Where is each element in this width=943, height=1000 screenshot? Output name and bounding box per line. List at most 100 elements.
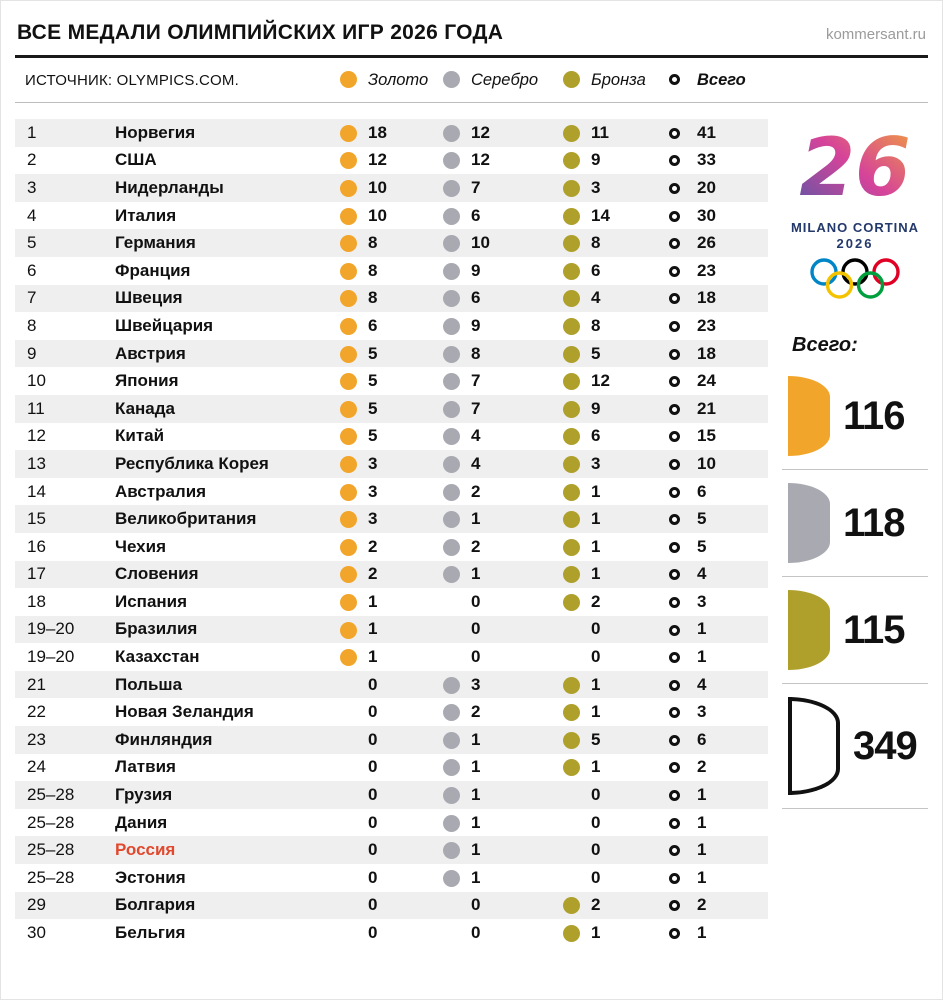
bronze-medal-icon xyxy=(563,288,591,308)
bronze-medal-icon xyxy=(563,923,591,943)
bronze-count: 8 xyxy=(591,233,601,253)
gold-count: 5 xyxy=(368,426,378,446)
rank-cell: 2 xyxy=(27,150,37,170)
total-count: 33 xyxy=(697,150,716,170)
gold-medal-icon xyxy=(340,123,368,143)
silver-medal-icon xyxy=(443,316,471,336)
table-row: 21 Польша 0 3 1 4 xyxy=(15,670,768,699)
rank-cell: 17 xyxy=(27,564,46,584)
bronze-count: 12 xyxy=(591,371,610,391)
total-ring-icon xyxy=(669,840,697,860)
total-legend-icon xyxy=(669,71,697,89)
gold-count: 8 xyxy=(368,260,378,280)
gold-medal-icon xyxy=(340,178,368,198)
totals-title: Всего: xyxy=(792,334,858,356)
rank-cell: 13 xyxy=(27,453,46,473)
rank-cell: 25–28 xyxy=(27,812,75,832)
country-cell: Австралия xyxy=(115,481,207,501)
table-row: 7 Швеция 8 6 4 18 xyxy=(15,284,768,313)
rank-cell: 5 xyxy=(27,233,37,253)
silver-count: 1 xyxy=(471,757,481,777)
table-row: 3 Нидерланды 10 7 3 20 xyxy=(15,174,768,202)
silver-medal-icon xyxy=(443,785,471,805)
rank-cell: 9 xyxy=(27,343,37,363)
bronze-count: 9 xyxy=(591,398,601,418)
total-count: 41 xyxy=(697,122,716,142)
bronze-count: 0 xyxy=(591,647,601,667)
table-row: 8 Швейцария 6 9 8 23 xyxy=(15,312,768,340)
gold-count: 10 xyxy=(368,177,387,197)
silver-count: 1 xyxy=(471,867,481,887)
bronze-count: 0 xyxy=(591,840,601,860)
silver-count: 7 xyxy=(471,371,481,391)
total-count: 6 xyxy=(697,729,707,749)
bronze-count: 0 xyxy=(591,619,601,639)
gold-half-icon xyxy=(788,376,830,456)
country-cell: Новая Зеландия xyxy=(115,702,254,722)
bronze-medal-icon xyxy=(563,702,591,722)
country-cell: Россия xyxy=(115,840,176,860)
bronze-count: 1 xyxy=(591,536,601,556)
grand-total-value: 349 xyxy=(853,723,918,768)
silver-medal-icon xyxy=(443,206,471,226)
total-ring-icon xyxy=(669,482,697,502)
rank-cell: 14 xyxy=(27,481,46,501)
total-ring-icon xyxy=(669,399,697,419)
silver-count: 2 xyxy=(471,702,481,722)
total-count: 1 xyxy=(697,840,707,860)
bronze-medal-icon xyxy=(563,509,591,529)
grand-total-block: 349 xyxy=(782,684,928,809)
svg-text:26: 26 xyxy=(799,121,910,213)
silver-count: 0 xyxy=(471,895,481,915)
table-row: 19–20 Казахстан 1 0 0 1 xyxy=(15,643,768,671)
table-row: 25–28 Россия 0 1 0 1 xyxy=(15,836,768,865)
total-count: 23 xyxy=(697,260,716,280)
silver-count: 7 xyxy=(471,398,481,418)
legend-divider xyxy=(15,102,928,103)
country-cell: Великобритания xyxy=(115,509,257,529)
total-ring-icon xyxy=(669,150,697,170)
rank-cell: 23 xyxy=(27,729,46,749)
silver-count: 1 xyxy=(471,785,481,805)
gold-medal-icon xyxy=(340,399,368,419)
country-cell: Латвия xyxy=(115,757,176,777)
olympic-rings-icon xyxy=(810,258,900,299)
total-ring-icon xyxy=(669,675,697,695)
silver-medal-icon xyxy=(443,233,471,253)
bronze-total-value: 115 xyxy=(843,607,906,652)
gold-legend-icon xyxy=(340,71,368,89)
gold-count: 0 xyxy=(368,729,378,749)
rank-cell: 1 xyxy=(27,122,37,142)
total-count: 4 xyxy=(697,564,707,584)
silver-medal-icon xyxy=(443,426,471,446)
bronze-count: 1 xyxy=(591,923,601,943)
gold-count: 8 xyxy=(368,233,378,253)
silver-medal-icon xyxy=(443,509,471,529)
rank-cell: 25–28 xyxy=(27,867,75,887)
silver-count: 1 xyxy=(471,564,481,584)
logo-26-icon: 26 xyxy=(799,121,910,214)
header-divider xyxy=(15,55,928,58)
bronze-medal-icon xyxy=(563,537,591,557)
bronze-count: 0 xyxy=(591,785,601,805)
silver-medal-icon xyxy=(443,730,471,750)
gold-count: 3 xyxy=(368,509,378,529)
table-row: 9 Австрия 5 8 5 18 xyxy=(15,339,768,368)
bronze-medal-icon xyxy=(563,233,591,253)
table-row: 23 Финляндия 0 1 5 6 xyxy=(15,726,768,754)
total-ring-icon xyxy=(669,564,697,584)
rank-cell: 18 xyxy=(27,591,46,611)
gold-count: 1 xyxy=(368,591,378,611)
silver-count: 0 xyxy=(471,647,481,667)
total-ring-icon xyxy=(669,233,697,253)
rank-cell: 19–20 xyxy=(27,647,75,667)
silver-count: 0 xyxy=(471,591,481,611)
table-row: 25–28 Грузия 0 1 0 1 xyxy=(15,781,768,809)
country-cell: Испания xyxy=(115,591,188,611)
country-cell: Нидерланды xyxy=(115,177,224,197)
total-ring-icon xyxy=(669,785,697,805)
site-link: kommersant.ru xyxy=(825,26,926,43)
silver-medal-icon xyxy=(443,813,471,833)
table-row: 11 Канада 5 7 9 21 xyxy=(15,394,768,423)
gold-medal-icon xyxy=(340,316,368,336)
